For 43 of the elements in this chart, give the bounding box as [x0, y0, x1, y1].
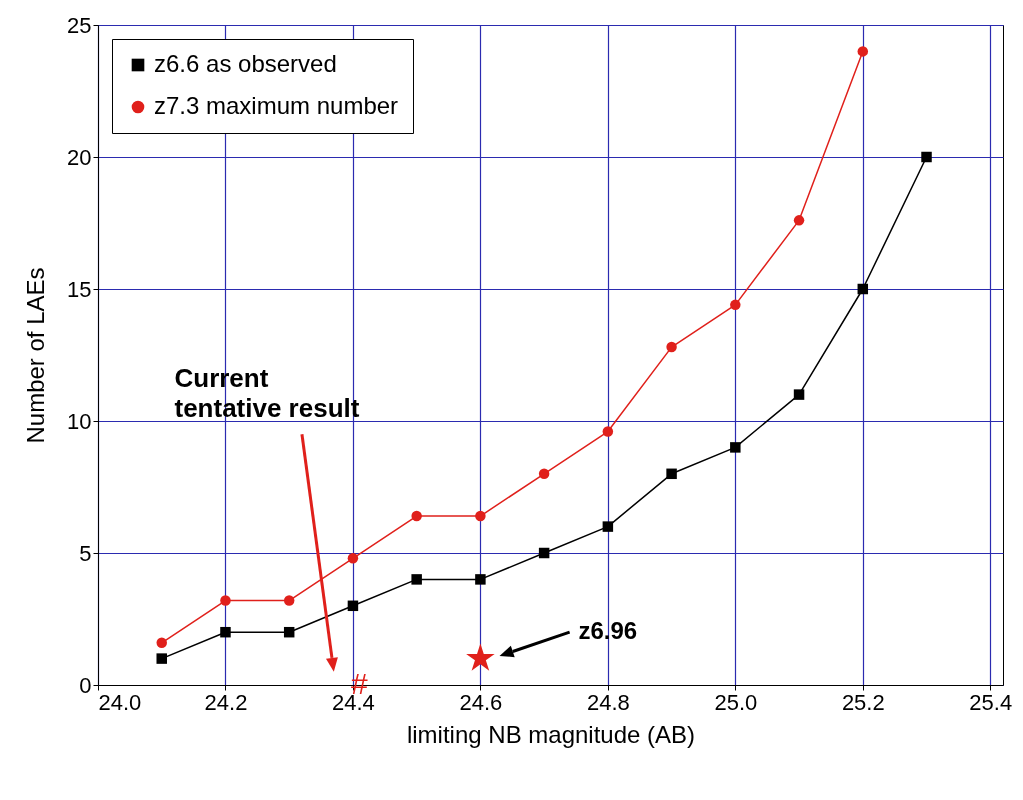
point: [220, 626, 231, 638]
x-axis-title: limiting NB magnitude (AB): [406, 720, 696, 748]
point: [475, 510, 486, 522]
x-tick-label: 24.0: [98, 689, 142, 715]
point: [666, 468, 677, 480]
y-tick-label: 20: [67, 144, 92, 170]
y-tick-label: 0: [79, 672, 92, 698]
y-tick-label: 15: [67, 276, 92, 302]
point: [411, 574, 422, 585]
x-tick-label: 24.2: [204, 689, 248, 715]
point: [283, 626, 295, 638]
point: [466, 643, 495, 671]
x-tick-label: 25.2: [841, 689, 885, 715]
y-tick-label: 10: [67, 408, 92, 434]
y-tick-label: 25: [67, 12, 92, 38]
x-tick-label: 25.0: [714, 689, 758, 715]
point: [538, 547, 550, 559]
point: [475, 574, 486, 585]
point: [220, 595, 231, 606]
point: [411, 510, 422, 522]
y-tick-label: 5: [79, 540, 92, 566]
point: [156, 653, 167, 664]
point: [793, 215, 805, 226]
point: [857, 46, 869, 57]
legend-label: z7.3 maximum number: [154, 92, 399, 119]
point: [347, 600, 359, 612]
point: [156, 637, 167, 648]
point: [666, 341, 677, 353]
x-tick-label: 24.8: [586, 689, 630, 715]
point: [857, 283, 869, 295]
point: [730, 442, 741, 453]
x-tick-label: 24.6: [459, 689, 503, 715]
legend-label: z6.6 as observed: [154, 50, 337, 77]
point: [283, 595, 295, 606]
point: [538, 468, 550, 480]
x-tick-label: 25.4: [969, 689, 1013, 715]
point: [730, 299, 741, 311]
point: [602, 521, 614, 532]
point: [793, 389, 805, 400]
point: [602, 426, 614, 437]
point: [347, 553, 359, 564]
y-axis-title: Number of LAEs: [22, 267, 50, 444]
point: [921, 151, 932, 163]
